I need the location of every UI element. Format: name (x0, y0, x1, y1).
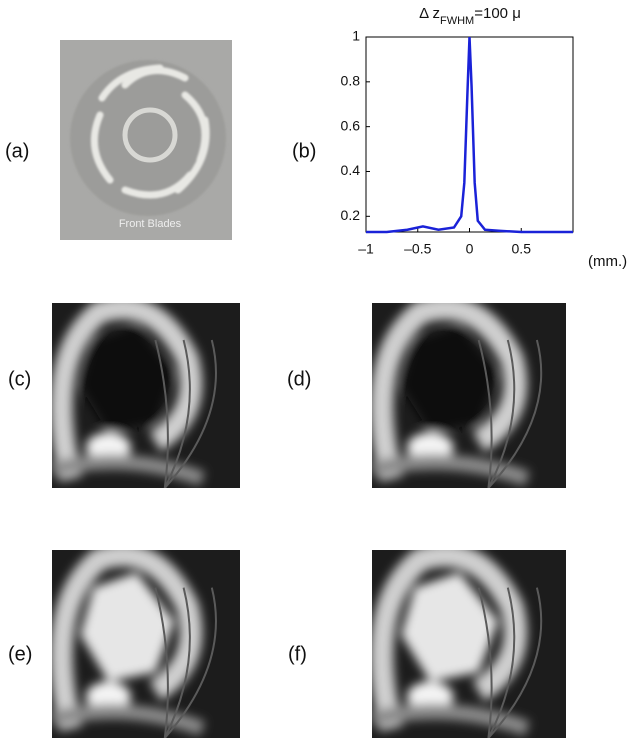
panel-label: (a) (5, 140, 29, 162)
faint-arc (487, 587, 543, 738)
x-tick-label: –0.5 (404, 241, 431, 257)
x-tick-label: 0.5 (512, 241, 532, 257)
panel-label: (c) (8, 368, 31, 390)
faint-arc (154, 339, 169, 488)
chart-title: Δ zFWHM=100 μ (419, 5, 521, 27)
grayscale-image (372, 303, 566, 488)
title-main: Δ z (419, 5, 440, 22)
panel-label: (e) (8, 643, 32, 665)
lower-band (372, 703, 530, 736)
photo-caption: Front Blades (119, 218, 182, 230)
data-line (366, 36, 573, 234)
faint-arc (163, 587, 191, 738)
center-region (80, 572, 175, 682)
panel-label: (d) (287, 368, 311, 390)
y-tick-label: 0.4 (341, 162, 361, 178)
lower-band (52, 704, 206, 736)
y-tick-label: 1 (352, 28, 360, 44)
grayscale-image (52, 303, 240, 488)
image-structure (52, 303, 206, 486)
grayscale-image (372, 550, 566, 738)
y-tick-label: 0.6 (341, 117, 361, 133)
x-tick-label: 0 (466, 241, 474, 257)
lower-band (372, 454, 530, 487)
faint-arc (163, 339, 191, 488)
grayscale-image (52, 550, 240, 738)
title-subscript: FWHM (440, 15, 474, 27)
bright-spot (85, 681, 131, 712)
y-tick-label: 0.8 (341, 73, 361, 89)
panel-label: (f) (288, 643, 307, 665)
center-region (401, 572, 499, 682)
bright-ring (52, 303, 203, 482)
impeller-hub (122, 107, 178, 163)
faint-arc (487, 339, 516, 488)
faint-arc (477, 339, 493, 488)
faint-arc (154, 587, 169, 738)
y-tick-label: 0.2 (341, 207, 361, 223)
center-region (401, 325, 499, 433)
faint-arc (477, 587, 493, 738)
faint-arc (164, 587, 217, 738)
center-region (80, 325, 175, 433)
lower-band (52, 454, 206, 486)
x-tick-label: –1 (358, 241, 374, 257)
faint-arc (164, 339, 217, 488)
x-axis-label: (mm.) (588, 253, 627, 270)
impeller-blades (90, 64, 210, 199)
impeller-photo: Front Blades (60, 40, 232, 240)
panel-label: (b) (292, 140, 316, 162)
faint-arc (487, 339, 543, 488)
faint-arc (487, 587, 516, 738)
title-suffix: =100 μ (474, 5, 521, 22)
